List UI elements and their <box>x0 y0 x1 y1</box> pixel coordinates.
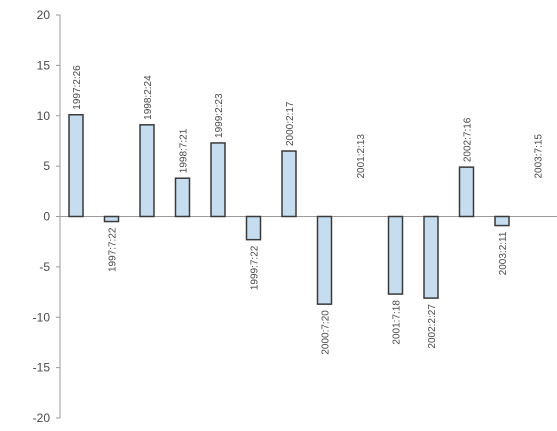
bar-1998:2:24 <box>139 124 155 218</box>
bar-label: 2001:7:18 <box>392 300 403 345</box>
y-tick-label: 0 <box>43 210 50 224</box>
y-axis: 20 15 10 5 0 -5 -10 -15 -20 <box>33 8 61 425</box>
y-tick-label: -5 <box>39 260 50 274</box>
bar-2001:7:18 <box>387 215 404 295</box>
bar-label: 1999:2:23 <box>214 93 225 138</box>
bar-1999:7:22 <box>245 215 262 241</box>
bar-label: 1997:2:26 <box>72 65 83 110</box>
bar-label: 1999:7:22 <box>250 245 261 290</box>
bar-label: 2000:7:20 <box>321 310 332 355</box>
bars <box>68 113 510 305</box>
bar-2003:2:11 <box>494 215 510 227</box>
y-tick-label: 5 <box>43 159 50 173</box>
bar-2002:2:27 <box>423 215 439 299</box>
bar-labels: 1997:2:26 1997:7:22 1998:2:24 1998:7:21 1999… <box>72 65 545 355</box>
bar-label: 2000:2:17 <box>285 101 296 146</box>
y-tick-label: 20 <box>37 8 51 22</box>
bar-label: 1997:7:22 <box>108 227 119 272</box>
bar-label: 2002:2:27 <box>427 304 438 349</box>
bar-label: 2003:2:11 <box>498 231 509 275</box>
bar-1997:2:26 <box>68 113 84 218</box>
bar-label: 2001:2:13 <box>356 134 367 179</box>
y-tick-label: 10 <box>37 109 51 123</box>
bar-1997:7:22 <box>103 215 120 223</box>
y-tick-label: 15 <box>37 58 51 72</box>
bar-2000:7:20 <box>316 215 333 305</box>
bar-1999:2:23 <box>210 142 226 218</box>
y-tick-label: -15 <box>33 361 51 375</box>
bar-2000:2:17 <box>281 150 297 218</box>
bar-label: 2003:7:15 <box>534 134 545 179</box>
bar-label: 1998:2:24 <box>143 75 154 120</box>
bar-1998:7:21 <box>174 177 191 218</box>
y-tick-label: -10 <box>33 310 51 324</box>
bar-2002:7:16 <box>458 166 475 218</box>
bar-label: 2002:7:16 <box>463 117 474 162</box>
y-tick-label: -20 <box>33 411 51 425</box>
bar-label: 1998:7:21 <box>179 128 190 173</box>
